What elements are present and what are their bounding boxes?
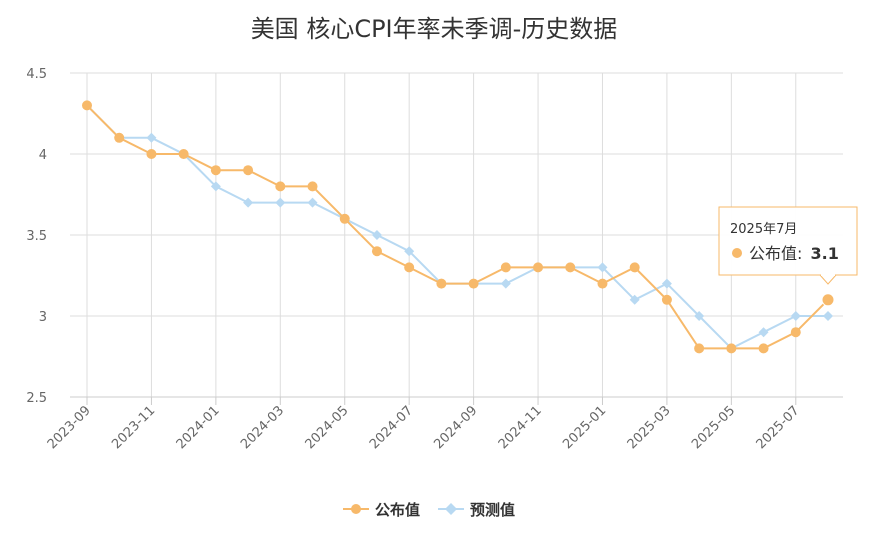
data-point-forecast[interactable] bbox=[758, 327, 769, 338]
data-point-forecast[interactable] bbox=[661, 278, 672, 289]
data-point-published[interactable] bbox=[82, 100, 92, 111]
x-tick-label: 2024-05 bbox=[303, 403, 352, 452]
x-tick-label: 2025-03 bbox=[625, 403, 674, 452]
x-tick-label: 2024-09 bbox=[431, 403, 480, 452]
legend-marker-forecast bbox=[445, 503, 457, 515]
y-axis: 2.5 3 3.5 4 4.5 bbox=[26, 67, 47, 406]
series-line bbox=[86, 104, 829, 350]
data-point-published[interactable] bbox=[565, 262, 576, 273]
series-layer bbox=[82, 100, 835, 354]
data-point-published[interactable] bbox=[500, 262, 511, 273]
tooltip-pointer bbox=[819, 274, 837, 285]
legend-label-published: 公布值 bbox=[375, 501, 420, 519]
data-point-published[interactable] bbox=[114, 132, 125, 143]
data-point-published[interactable] bbox=[339, 213, 350, 224]
data-point-published[interactable] bbox=[307, 181, 318, 192]
legend: 公布值 预测值 bbox=[343, 501, 515, 519]
series-line bbox=[86, 104, 828, 350]
data-point-published[interactable] bbox=[758, 343, 769, 354]
x-tick-label: 2024-01 bbox=[174, 403, 223, 452]
data-point-published[interactable] bbox=[210, 165, 221, 176]
data-point-published[interactable] bbox=[790, 327, 801, 338]
x-tick-label: 2023-11 bbox=[109, 403, 158, 452]
x-tick-label: 2024-03 bbox=[238, 403, 287, 452]
legend-label-forecast: 预测值 bbox=[470, 501, 515, 519]
data-point-published[interactable] bbox=[178, 149, 189, 159]
data-point-forecast[interactable] bbox=[404, 246, 415, 257]
y-tick-label: 4.5 bbox=[26, 67, 47, 82]
x-tick-label: 2025-05 bbox=[689, 403, 738, 452]
tooltip-marker bbox=[732, 248, 742, 258]
y-tick-label: 4 bbox=[39, 148, 47, 163]
data-point-published[interactable] bbox=[436, 278, 447, 289]
data-point-published[interactable] bbox=[243, 165, 254, 176]
data-point-forecast[interactable] bbox=[823, 311, 833, 321]
series-published bbox=[82, 100, 835, 354]
legend-item-published[interactable]: 公布值 bbox=[343, 501, 420, 519]
x-tick-label: 2023-09 bbox=[45, 403, 94, 452]
chart-title: 美国 核心CPI年率未季调-历史数据 bbox=[251, 15, 618, 43]
data-point-forecast[interactable] bbox=[307, 197, 318, 208]
data-point-published[interactable] bbox=[821, 293, 835, 307]
data-point-published[interactable] bbox=[146, 149, 157, 159]
data-point-published[interactable] bbox=[371, 246, 382, 257]
data-point-published[interactable] bbox=[275, 181, 286, 192]
data-point-published[interactable] bbox=[694, 343, 705, 354]
data-point-published[interactable] bbox=[533, 262, 544, 273]
x-axis: 2023-09 2023-11 2024-01 2024-03 2024-05 2024-… bbox=[45, 396, 843, 452]
data-point-published[interactable] bbox=[597, 278, 608, 289]
legend-marker-published bbox=[351, 504, 361, 514]
data-point-published[interactable] bbox=[468, 278, 479, 289]
data-point-forecast[interactable] bbox=[790, 311, 801, 321]
data-point-forecast[interactable] bbox=[146, 132, 157, 143]
tooltip-label: 公布值 bbox=[749, 244, 797, 263]
grid bbox=[70, 72, 843, 398]
data-point-forecast[interactable] bbox=[275, 197, 286, 208]
x-tick-label: 2024-07 bbox=[367, 403, 416, 452]
tooltip-header: 2025年7月 bbox=[730, 222, 797, 237]
x-tick-label: 2025-01 bbox=[560, 403, 609, 452]
data-point-forecast[interactable] bbox=[210, 181, 221, 192]
data-point-published[interactable] bbox=[726, 343, 737, 354]
data-point-forecast[interactable] bbox=[629, 294, 640, 305]
data-point-published[interactable] bbox=[629, 262, 640, 273]
tooltip-value: 3.1 bbox=[811, 244, 839, 263]
tooltip: 2025年7月 公布值: 3.1 bbox=[718, 206, 858, 285]
x-tick-label: 2025-07 bbox=[754, 403, 803, 452]
data-point-forecast[interactable] bbox=[243, 197, 254, 208]
y-tick-label: 2.5 bbox=[26, 391, 47, 406]
tooltip-text: 公布值: 3.1 bbox=[749, 244, 839, 263]
data-point-forecast[interactable] bbox=[694, 311, 705, 321]
data-point-published[interactable] bbox=[404, 262, 415, 273]
x-tick-label: 2024-11 bbox=[496, 403, 545, 452]
y-tick-label: 3.5 bbox=[26, 229, 47, 244]
data-point-forecast[interactable] bbox=[500, 278, 511, 289]
legend-item-forecast[interactable]: 预测值 bbox=[438, 501, 515, 519]
data-point-forecast[interactable] bbox=[371, 230, 382, 240]
y-tick-label: 3 bbox=[39, 310, 47, 325]
tooltip-box bbox=[718, 206, 858, 276]
data-point-published[interactable] bbox=[661, 294, 672, 305]
data-point-forecast[interactable] bbox=[597, 262, 608, 273]
